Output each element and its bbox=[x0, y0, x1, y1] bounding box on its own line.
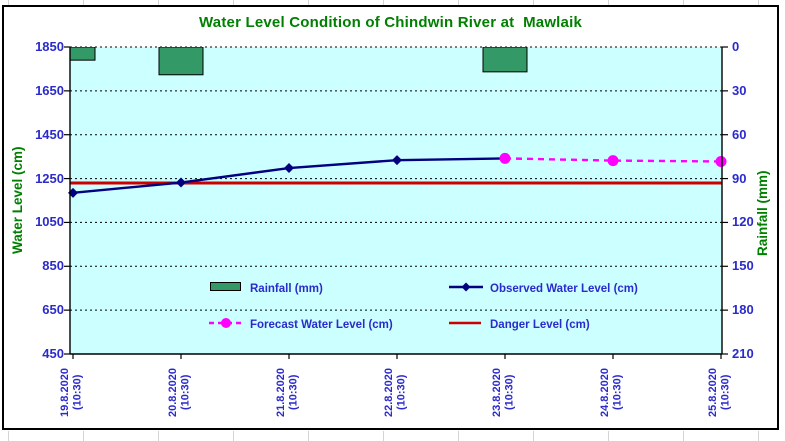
x-axis-date-label: 24.8.2020 (10:30) bbox=[599, 368, 624, 417]
plot-area[interactable] bbox=[2, 5, 779, 430]
left-axis-tick-label: 1450 bbox=[35, 126, 64, 142]
spreadsheet-gridlines-top bbox=[0, 0, 785, 5]
forecast-circle-marker bbox=[607, 155, 619, 167]
forecast-legend-label: Forecast Water Level (cm) bbox=[250, 319, 393, 331]
chart-title[interactable]: Water Level Condition of Chindwin River … bbox=[198, 14, 583, 31]
rainfall-legend-swatch bbox=[209, 280, 243, 298]
rainfall-bar[interactable] bbox=[158, 47, 204, 76]
right-axis-tick-label: 180 bbox=[732, 302, 754, 318]
observed-line-legend-marker bbox=[449, 280, 483, 298]
legend-entry-danger[interactable]: Danger Level (cm) bbox=[449, 317, 590, 333]
left-axis-tick-label: 1650 bbox=[35, 82, 64, 98]
forecast-water-level-line[interactable] bbox=[504, 157, 722, 163]
right-axis-tick-label: 30 bbox=[732, 82, 747, 98]
x-axis-date-label: 20.8.2020 (10:30) bbox=[167, 368, 192, 417]
forecast-line-legend-marker bbox=[209, 316, 243, 334]
observed-diamond-marker bbox=[392, 155, 402, 166]
danger-line-legend-marker bbox=[449, 316, 483, 334]
observed-diamond-marker bbox=[176, 177, 186, 188]
right-axis-tick-label: 120 bbox=[732, 214, 754, 230]
right-axis-tick-label: 0 bbox=[732, 39, 740, 54]
rainfall-legend-label: Rainfall (mm) bbox=[250, 283, 323, 295]
right-axis-tick-label: 60 bbox=[732, 126, 747, 142]
left-axis-tick-label: 1850 bbox=[35, 39, 64, 54]
left-axis-tick-label: 1250 bbox=[35, 170, 64, 186]
left-axis-tick-label: 450 bbox=[42, 346, 64, 361]
left-axis-tick-label: 1050 bbox=[35, 214, 64, 230]
right-axis-tick-label: 90 bbox=[732, 170, 747, 186]
left-axis-tick-label: 650 bbox=[42, 302, 64, 318]
right-axis-tick-label: 150 bbox=[732, 258, 754, 274]
legend-entry-observed[interactable]: Observed Water Level (cm) bbox=[449, 281, 638, 297]
x-axis-date-label: 19.8.2020 (10:30) bbox=[59, 368, 84, 417]
right-axis-tick-label: 210 bbox=[732, 346, 754, 361]
rainfall-bar[interactable] bbox=[51, 47, 96, 61]
chart-object[interactable]: Water Level Condition of Chindwin River … bbox=[2, 5, 779, 430]
x-axis-date-label: 23.8.2020 (10:30) bbox=[491, 368, 516, 417]
observed-diamond-marker bbox=[284, 163, 294, 174]
spreadsheet-gridlines-bottom bbox=[0, 431, 785, 441]
legend-entry-rainfall[interactable]: Rainfall (mm) bbox=[209, 281, 323, 297]
danger-legend-label: Danger Level (cm) bbox=[490, 319, 590, 331]
observed-legend-label: Observed Water Level (cm) bbox=[490, 283, 638, 295]
x-axis-date-label: 22.8.2020 (10:30) bbox=[383, 368, 408, 417]
plot-background bbox=[70, 47, 722, 354]
x-axis-date-label: 25.8.2020 (10:30) bbox=[707, 368, 732, 417]
rainfall-bar[interactable] bbox=[482, 47, 528, 73]
forecast-circle-marker bbox=[499, 152, 511, 164]
legend-entry-forecast[interactable]: Forecast Water Level (cm) bbox=[209, 317, 393, 333]
x-axis-date-label: 21.8.2020 (10:30) bbox=[275, 368, 300, 417]
forecast-circle-marker bbox=[715, 155, 727, 167]
left-axis-tick-label: 850 bbox=[42, 258, 64, 274]
